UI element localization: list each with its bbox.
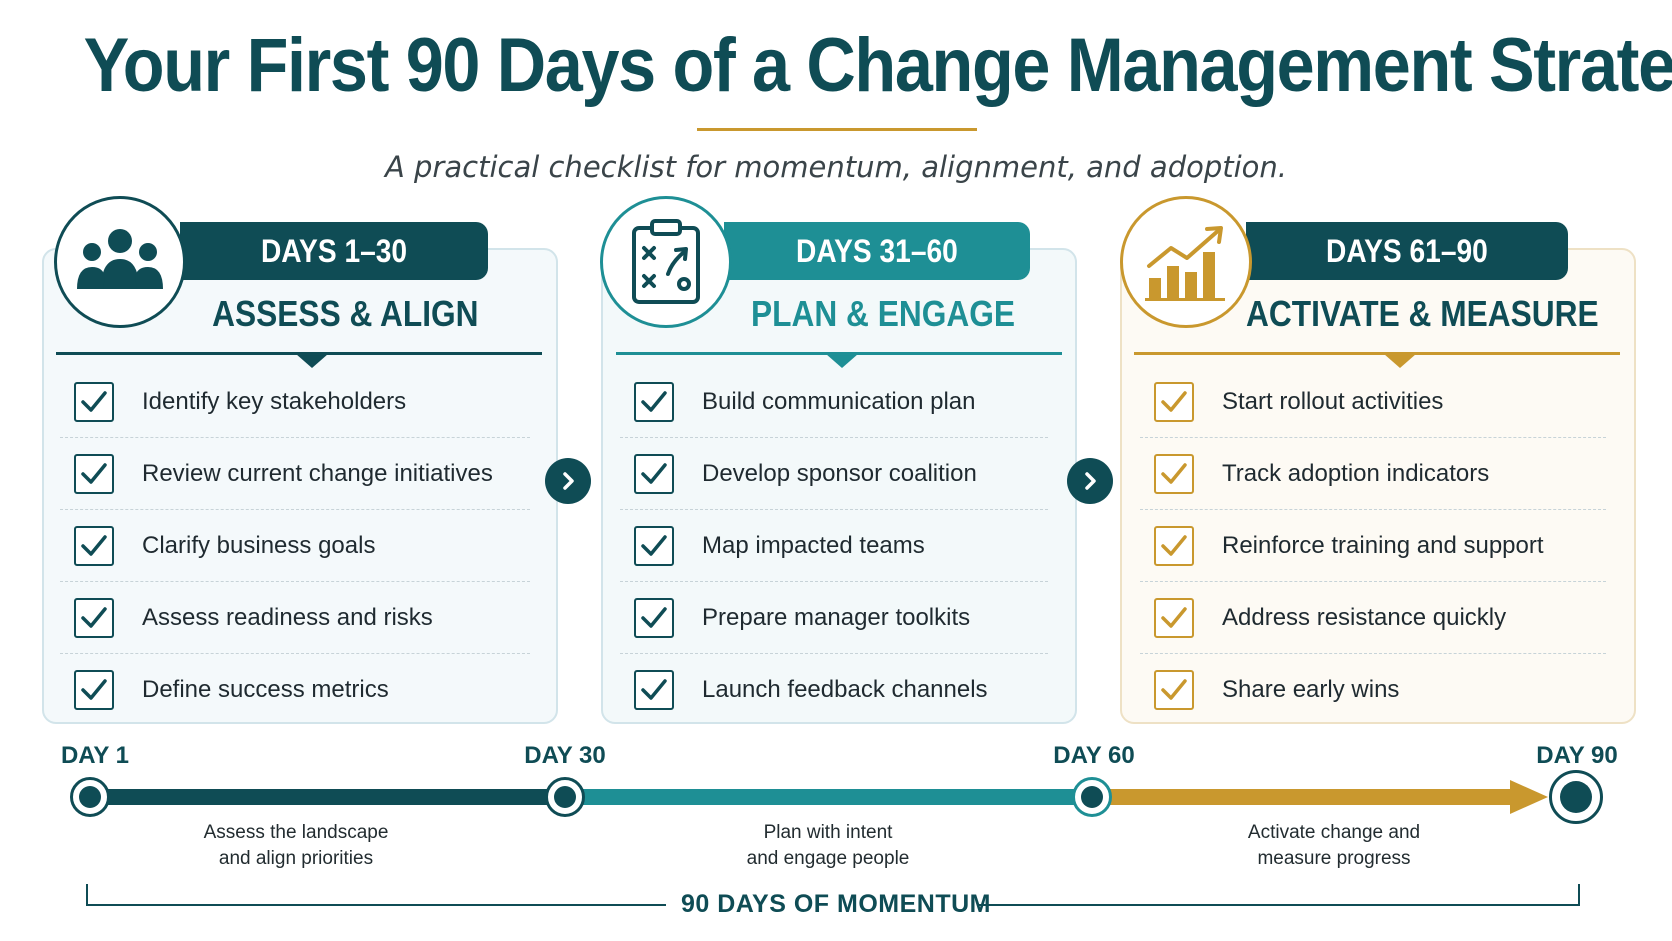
checklist-item: Identify key stakeholders — [60, 366, 530, 438]
timeline-phase-description: Activate change and measure progress — [1247, 822, 1421, 869]
checklist-item-label: Clarify business goals — [142, 531, 376, 559]
phase-icon-badge — [600, 196, 732, 328]
checkbox-checked-icon — [74, 381, 114, 422]
timeline-marker-end — [1549, 770, 1603, 824]
checklist-item-label: Map impacted teams — [702, 531, 925, 559]
checkbox-checked-icon — [74, 453, 114, 494]
phase-header-pointer — [296, 354, 328, 368]
checklist-item: Define success metrics — [60, 654, 530, 726]
checkbox-checked-icon — [634, 525, 674, 566]
timeline-marker — [70, 777, 110, 817]
checkbox-checked-icon — [1154, 381, 1194, 422]
checkbox-checked-icon — [1154, 597, 1194, 638]
phase-header-pointer — [826, 354, 858, 368]
checklist-item-label: Address resistance quickly — [1222, 603, 1507, 631]
checklist-item: Track adoption indicators — [1140, 438, 1606, 510]
checklist-item: Prepare manager toolkits — [620, 582, 1048, 654]
timeline-segment-assess — [90, 789, 565, 805]
timeline-marker — [545, 777, 585, 817]
checkbox-checked-icon — [634, 597, 674, 638]
bracket-right-line — [978, 904, 1580, 906]
checkbox-checked-icon — [1154, 453, 1194, 494]
checklist-item: Share early wins — [1140, 654, 1606, 726]
timeline-arrowhead-icon — [1510, 780, 1548, 814]
title-underline — [697, 128, 977, 131]
checklist-item: Launch feedback channels — [620, 654, 1048, 726]
checkbox-checked-icon — [74, 525, 114, 566]
phase-icon-badge — [54, 196, 186, 328]
checklist-item-label: Identify key stakeholders — [142, 387, 407, 415]
checklist-item: Build communication plan — [620, 366, 1048, 438]
timeline-day-label: DAY 30 — [524, 742, 606, 769]
checklist-item-label: Define success metrics — [142, 676, 389, 703]
timeline-marker — [1072, 777, 1112, 817]
bracket-right-tick — [1578, 884, 1580, 906]
bracket-left-line — [86, 904, 666, 906]
momentum-footer-label: 90 DAYS OF MOMENTUM — [680, 890, 991, 918]
page-title: Your First 90 Days of a Change Managemen… — [83, 23, 1672, 108]
timeline-segment-plan — [565, 789, 1091, 805]
checkbox-checked-icon — [634, 453, 674, 494]
checkbox-checked-icon — [634, 670, 674, 710]
phase-title: ACTIVATE & MEASURE — [1245, 293, 1599, 334]
checklist-item: Clarify business goals — [60, 510, 530, 582]
checklist-item-label: Share early wins — [1222, 676, 1400, 703]
checklist-item-label: Prepare manager toolkits — [702, 603, 971, 631]
checklist-item: Start rollout activities — [1140, 366, 1606, 438]
phase-header-rule — [56, 352, 542, 355]
checkbox-checked-icon — [1154, 525, 1194, 566]
strategy-clipboard-icon — [632, 219, 700, 304]
timeline-segment-activate — [1091, 789, 1521, 805]
chevron-right-icon — [1067, 458, 1113, 504]
phase-icon-badge — [1120, 196, 1252, 328]
timeline-day-label: DAY 1 — [60, 742, 130, 769]
phase-title: ASSESS & ALIGN — [211, 293, 479, 334]
checklist-item: Assess readiness and risks — [60, 582, 530, 654]
people-group-icon — [77, 229, 163, 289]
checkbox-checked-icon — [1154, 670, 1194, 710]
checklist-item: Reinforce training and support — [1140, 510, 1606, 582]
chevron-right-icon — [545, 458, 591, 504]
phase-header-rule — [616, 352, 1062, 355]
checklist-item-label: Launch feedback channels — [702, 676, 988, 703]
phase-days-pill: DAYS 31–60 — [724, 222, 1030, 280]
checklist-item-label: Build communication plan — [702, 387, 976, 415]
checklist-item: Develop sponsor coalition — [620, 438, 1048, 510]
checkbox-checked-icon — [74, 670, 114, 710]
timeline-day-label: DAY 60 — [1053, 742, 1135, 769]
growth-chart-icon — [1145, 226, 1225, 301]
checkbox-checked-icon — [634, 381, 674, 422]
page-subtitle: A practical checklist for momentum, alig… — [384, 150, 1288, 184]
checklist-item: Map impacted teams — [620, 510, 1048, 582]
timeline-phase-description: Assess the landscape and align priorities — [203, 822, 389, 869]
bracket-left-tick — [86, 884, 88, 906]
phase-title: PLAN & ENGAGE — [750, 293, 1016, 334]
checklist-item: Address resistance quickly — [1140, 582, 1606, 654]
checklist-item-label: Start rollout activities — [1222, 387, 1444, 415]
checkbox-checked-icon — [74, 597, 114, 638]
checklist-item-label: Reinforce training and support — [1222, 531, 1544, 559]
timeline-day-label: DAY 90 — [1536, 742, 1618, 769]
phase-header-pointer — [1384, 354, 1416, 368]
checklist-item: Review current change initiatives — [60, 438, 530, 510]
checklist-item-label: Develop sponsor coalition — [702, 459, 977, 487]
checklist-item-label: Review current change initiatives — [142, 459, 493, 487]
phase-header-rule — [1134, 352, 1620, 355]
checklist-item-label: Track adoption indicators — [1222, 459, 1490, 487]
phase-card-plan — [601, 248, 1077, 724]
phase-days-pill: DAYS 1–30 — [180, 222, 488, 280]
checklist-item-label: Assess readiness and risks — [142, 603, 433, 631]
timeline-phase-description: Plan with intent and engage people — [746, 822, 910, 869]
phase-card-activate — [1120, 248, 1636, 724]
phase-days-pill: DAYS 61–90 — [1246, 222, 1568, 280]
